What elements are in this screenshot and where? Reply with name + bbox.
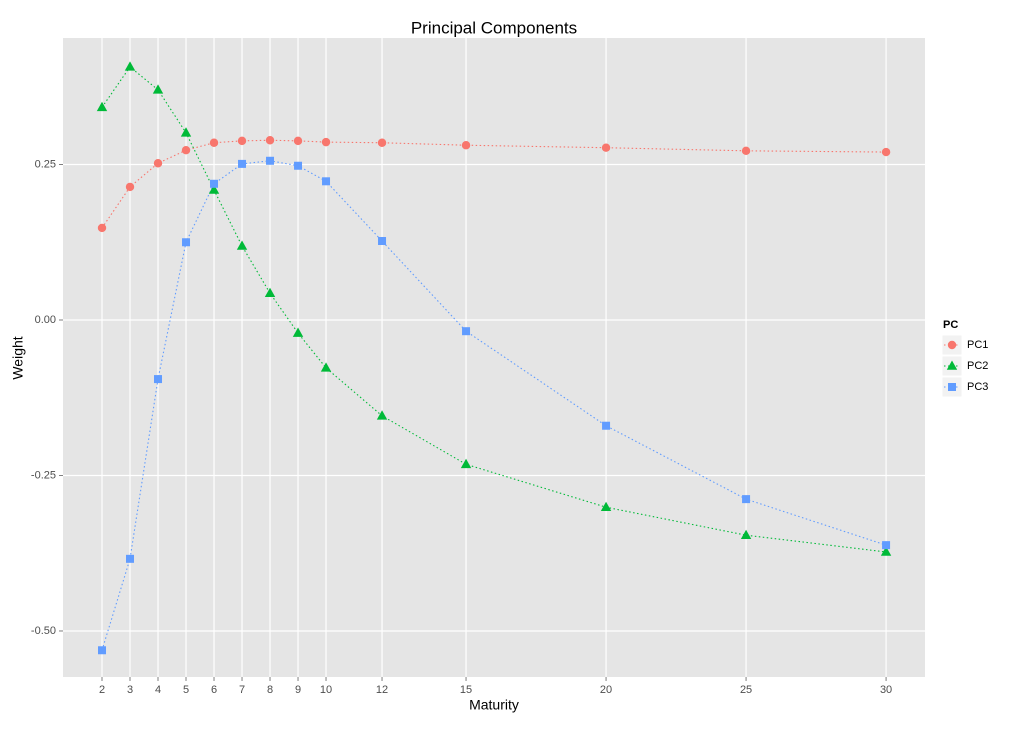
legend-label: PC1 bbox=[967, 339, 988, 351]
x-tick-label: 7 bbox=[239, 684, 245, 696]
point bbox=[741, 146, 751, 156]
point bbox=[377, 138, 387, 147]
point bbox=[378, 237, 387, 246]
point bbox=[881, 147, 891, 157]
x-tick-label: 6 bbox=[211, 684, 217, 696]
legend-label: PC2 bbox=[967, 360, 988, 372]
point bbox=[182, 238, 191, 247]
series-line bbox=[101, 160, 887, 651]
point bbox=[601, 143, 611, 152]
point bbox=[740, 529, 752, 539]
point bbox=[238, 159, 247, 168]
point bbox=[210, 179, 219, 188]
point bbox=[126, 554, 135, 563]
y-tick-label: 0.00 bbox=[35, 314, 56, 326]
plot-panel bbox=[63, 38, 925, 677]
point bbox=[320, 362, 332, 372]
legend-marker bbox=[948, 383, 956, 391]
point bbox=[266, 156, 275, 165]
point bbox=[602, 421, 611, 430]
point bbox=[264, 287, 276, 298]
point bbox=[154, 375, 163, 384]
point bbox=[322, 177, 331, 186]
x-axis-label: Maturity bbox=[469, 697, 519, 713]
x-tick-label: 2 bbox=[99, 684, 105, 696]
x-tick-label: 25 bbox=[740, 684, 752, 696]
x-tick-label: 3 bbox=[127, 684, 133, 696]
x-tick-label: 20 bbox=[600, 684, 612, 696]
point bbox=[321, 137, 331, 147]
point bbox=[181, 146, 191, 155]
point bbox=[462, 327, 471, 336]
point bbox=[293, 136, 303, 146]
x-tick-label: 30 bbox=[880, 684, 892, 696]
point bbox=[180, 127, 192, 137]
x-tick-label: 9 bbox=[295, 684, 301, 696]
point bbox=[152, 84, 164, 94]
y-axis-label: Weight bbox=[10, 336, 26, 379]
point bbox=[124, 61, 136, 71]
series-line bbox=[101, 139, 887, 229]
x-tick-label: 15 bbox=[460, 684, 472, 696]
point bbox=[742, 495, 751, 504]
x-tick-label: 4 bbox=[155, 684, 161, 696]
legend-label: PC3 bbox=[967, 381, 988, 393]
point bbox=[882, 541, 891, 550]
y-tick-label: -0.50 bbox=[31, 625, 56, 637]
y-tick-label: -0.25 bbox=[31, 469, 56, 481]
point bbox=[294, 161, 303, 170]
point bbox=[880, 546, 892, 556]
point bbox=[460, 458, 472, 469]
point bbox=[98, 646, 107, 655]
x-tick-label: 5 bbox=[183, 684, 189, 696]
point bbox=[265, 136, 275, 145]
point bbox=[153, 159, 163, 168]
chart-title: Principal Components bbox=[411, 18, 577, 37]
point bbox=[208, 184, 220, 194]
point bbox=[96, 101, 108, 112]
point bbox=[292, 327, 304, 337]
legend: PC PC1 PC2 PC3 bbox=[941, 319, 988, 398]
point bbox=[600, 501, 612, 512]
x-tick-label: 12 bbox=[376, 684, 388, 696]
y-tick-label: 0.25 bbox=[35, 158, 56, 170]
legend-marker bbox=[946, 360, 958, 370]
point bbox=[461, 141, 471, 150]
point bbox=[125, 182, 135, 192]
x-tick-label: 10 bbox=[320, 684, 332, 696]
point bbox=[376, 410, 388, 420]
point bbox=[209, 138, 219, 147]
point bbox=[237, 136, 247, 146]
point bbox=[97, 223, 107, 233]
legend-marker bbox=[947, 340, 957, 350]
legend-title: PC bbox=[943, 319, 958, 331]
point bbox=[236, 240, 248, 250]
x-tick-label: 8 bbox=[267, 684, 273, 696]
